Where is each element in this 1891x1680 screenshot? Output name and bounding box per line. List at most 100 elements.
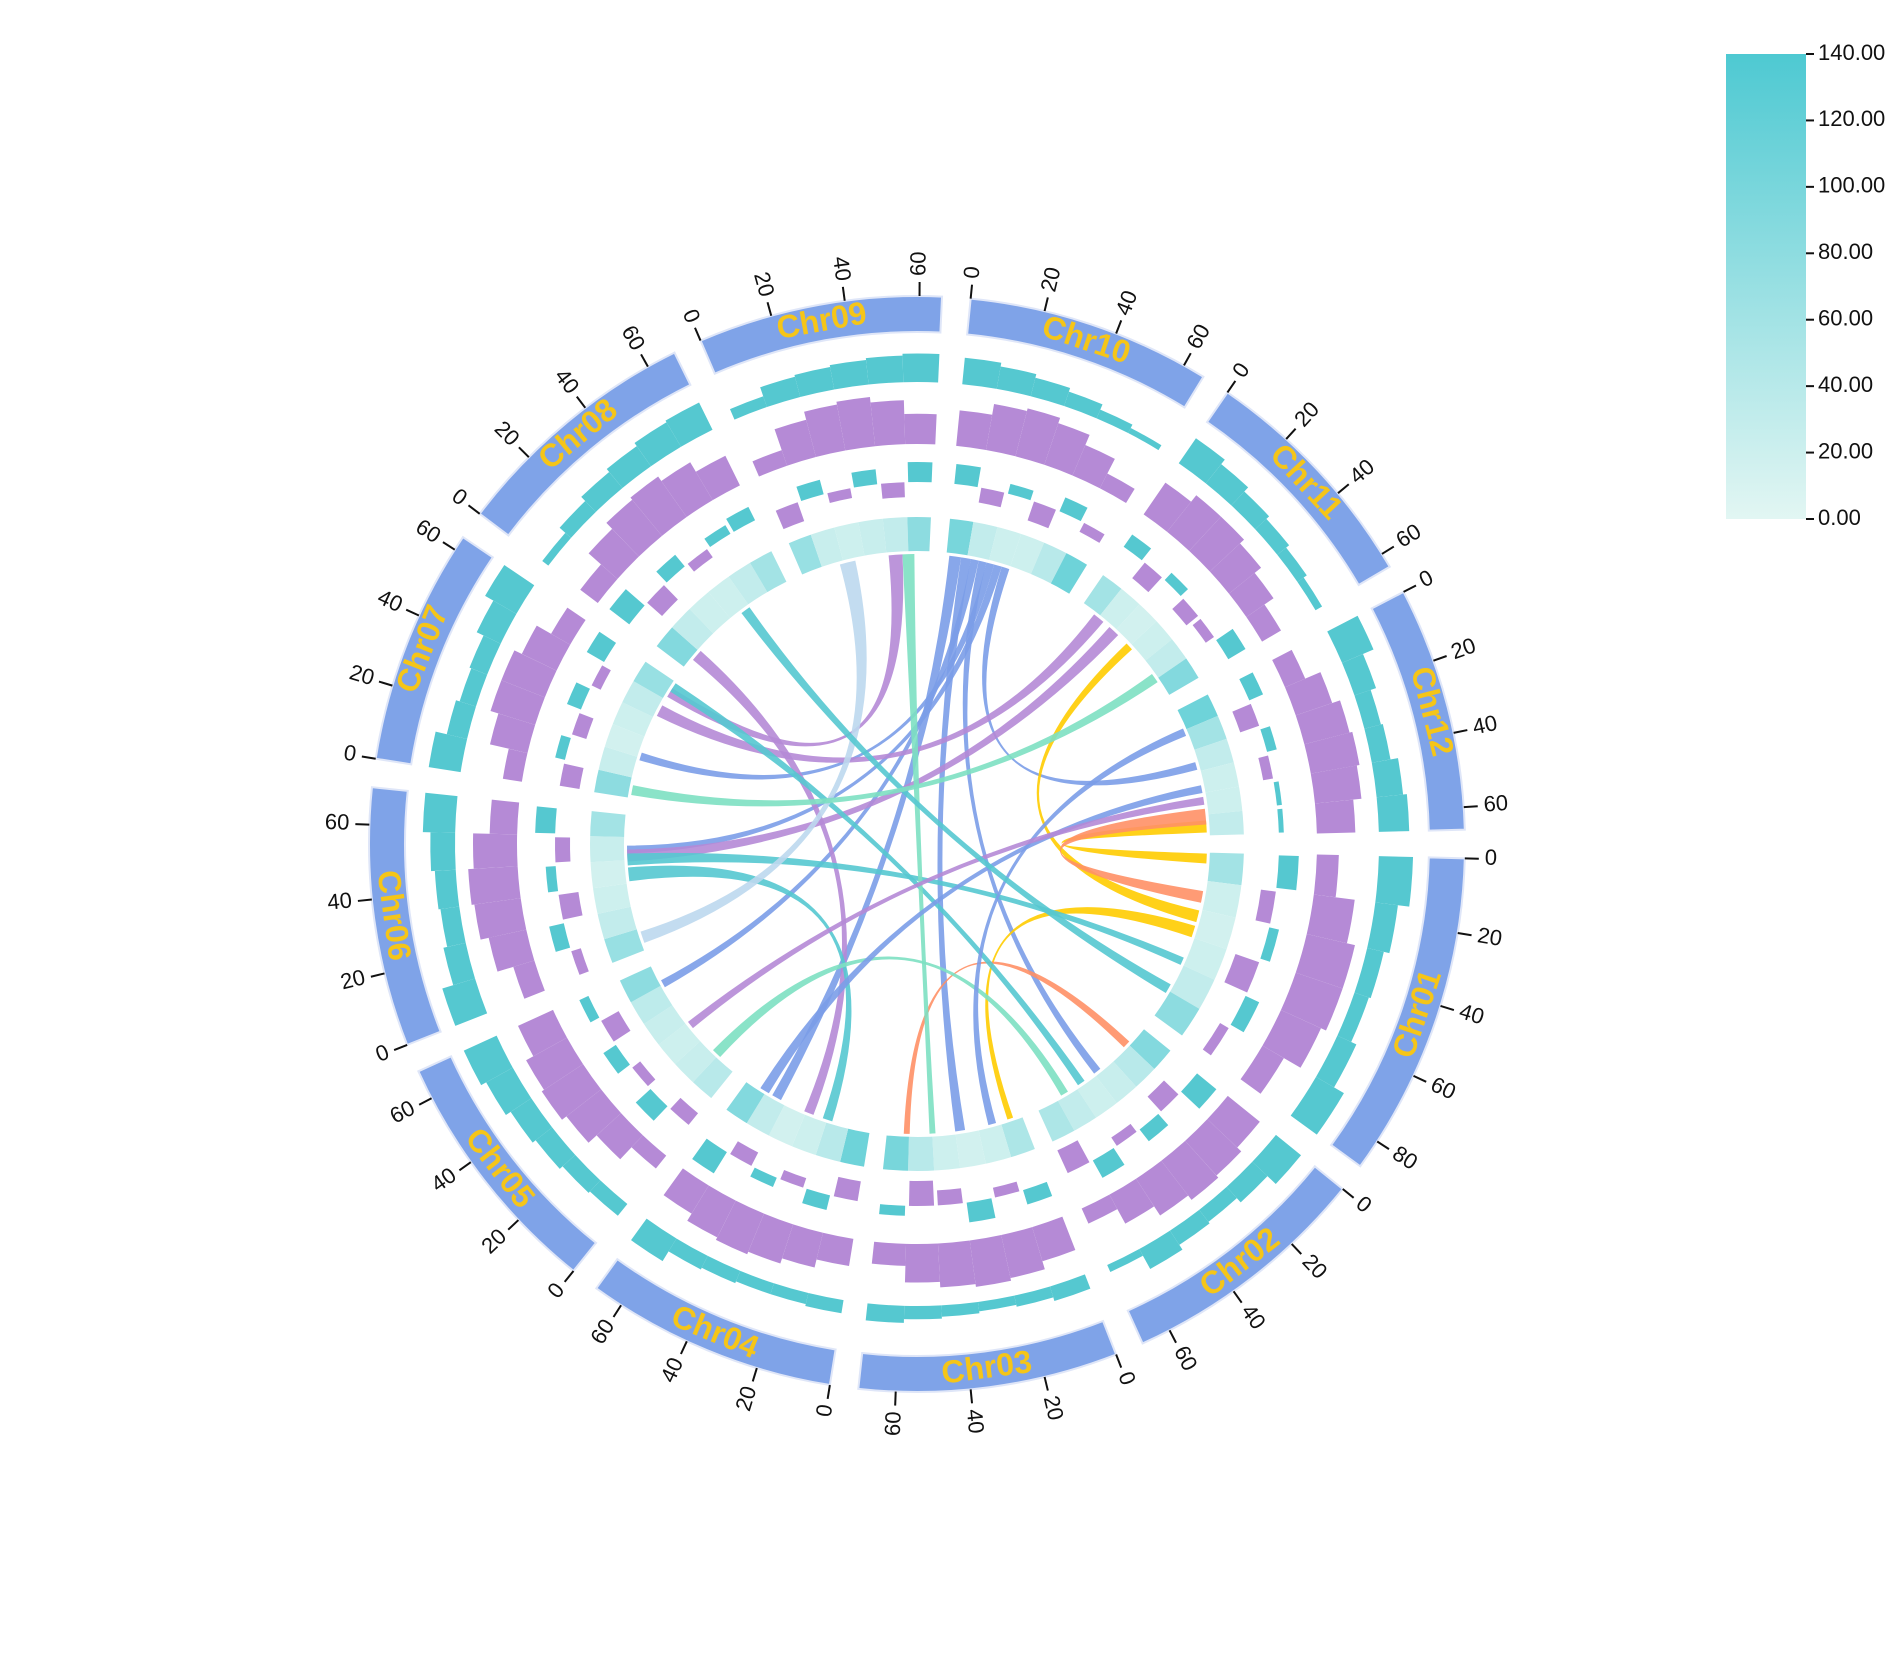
heatmap-cell (1099, 587, 1141, 631)
cyan-track-bar (1290, 1076, 1344, 1135)
heatmap-cell (618, 965, 662, 1003)
tick-label: 20 (1476, 922, 1504, 951)
purple-track-bar (1272, 649, 1306, 688)
cyan-track-bar (486, 1067, 532, 1116)
variant-bar (992, 1181, 1020, 1198)
variant-bar (796, 479, 824, 502)
heatmap-cell (988, 526, 1022, 568)
variant-bar (1230, 995, 1260, 1033)
tick-mark (1381, 545, 1395, 555)
heatmap-outline (723, 1079, 872, 1169)
purple-track-bar (1280, 972, 1343, 1031)
chromosome-band (1126, 1164, 1345, 1345)
chromosome-name: Chr09 (774, 294, 870, 346)
purple-track-bar (870, 400, 906, 447)
variant-bar (907, 462, 933, 483)
heatmap-cell (1030, 541, 1067, 585)
chromosome-band (1370, 590, 1466, 832)
variant-bar (1147, 1080, 1179, 1112)
tick-mark (361, 755, 376, 760)
cyan-track-bar (1316, 1035, 1357, 1088)
purple-track-bar (521, 625, 571, 671)
heatmap-cell (707, 575, 749, 620)
cyan-track-bar (865, 355, 904, 385)
cyan-track-bar (589, 1180, 628, 1216)
heatmap-cell (1199, 762, 1240, 793)
cyan-track-bar (977, 1295, 1017, 1312)
purple-track-bar (782, 1224, 823, 1268)
purple-track-bar (663, 1168, 709, 1214)
purple-track-bar (715, 1200, 765, 1255)
tick-label: 0 (1485, 845, 1498, 870)
purple-track-bar (1285, 672, 1333, 716)
cyan-track-bar (996, 366, 1037, 397)
tick-label: 40 (326, 887, 353, 914)
link (937, 557, 971, 1132)
tick-label: 60 (1427, 1072, 1460, 1105)
tick-mark (576, 396, 587, 409)
variant-bar (656, 554, 685, 583)
cyan-track-bar (760, 376, 801, 408)
cyan-track-bar (794, 367, 835, 398)
purple-track-bar (1310, 765, 1362, 804)
cyan-track-bar (606, 446, 651, 489)
heatmap-cell (1182, 937, 1228, 981)
tick-mark (1115, 1354, 1123, 1368)
purple-track-bar (489, 713, 536, 754)
heatmap-outline (1151, 850, 1246, 1039)
heatmap-cell (932, 1133, 961, 1172)
tick-mark (357, 898, 372, 902)
heatmap-cell (643, 1004, 687, 1046)
cyan-track-bar (1342, 653, 1377, 696)
tick-mark (1168, 1329, 1177, 1344)
cyan-track-bar (1371, 758, 1404, 798)
heatmap-cell (1130, 620, 1173, 662)
purple-track-bar (474, 898, 527, 940)
cyan-track-bar (559, 501, 596, 538)
link (772, 555, 962, 1101)
cyan-track-bar (1297, 577, 1323, 611)
tick-label: 20 (1448, 632, 1479, 664)
tick-mark (1342, 1188, 1355, 1199)
link (962, 560, 1101, 1074)
purple-track-bar (1304, 731, 1360, 774)
heatmap-cell (858, 517, 887, 557)
heatmap-outline (786, 515, 934, 578)
variant-bar (1202, 1022, 1229, 1056)
purple-track-bar (596, 1113, 643, 1160)
link (1061, 820, 1207, 864)
heatmap-cell (589, 809, 627, 837)
tick-mark (612, 1304, 622, 1318)
tick-label: 40 (655, 1353, 688, 1386)
variant-bar (827, 488, 853, 503)
heatmap-cell (596, 906, 638, 940)
purple-track-bar (1032, 1216, 1076, 1262)
heatmap-cell (629, 985, 674, 1025)
cyan-track-bar (1226, 1161, 1268, 1203)
tick-label: 80 (1388, 1140, 1422, 1174)
purple-track-bar (588, 528, 639, 579)
heatmap-cell (907, 516, 932, 553)
tick-mark (1463, 805, 1478, 809)
chromosome-band (1205, 391, 1392, 587)
tick-label: 40 (962, 1408, 989, 1435)
cyan-track-bar (1354, 689, 1381, 729)
tick-label: 0 (372, 1039, 393, 1067)
heatmap-cell (746, 1093, 785, 1137)
cyan-track-bar (469, 635, 501, 675)
variant-bar (601, 1011, 631, 1042)
heatmap-cell (1037, 1099, 1075, 1143)
purple-track-bar (695, 455, 740, 501)
cyan-track-bar (422, 792, 458, 833)
purple-track-bar (1081, 1194, 1118, 1224)
purple-track-bar (631, 1135, 667, 1169)
variant-bar (704, 525, 731, 547)
purple-track-bar (526, 1037, 584, 1090)
tick-mark (751, 1367, 758, 1382)
cyan-track-bar (962, 357, 1002, 389)
colorbar (1726, 54, 1806, 519)
heatmap-outline (1174, 691, 1246, 838)
cyan-track-bar (1139, 1230, 1183, 1270)
colorbar-label: 80.00 (1818, 239, 1873, 264)
variant-bar (1023, 1181, 1053, 1205)
